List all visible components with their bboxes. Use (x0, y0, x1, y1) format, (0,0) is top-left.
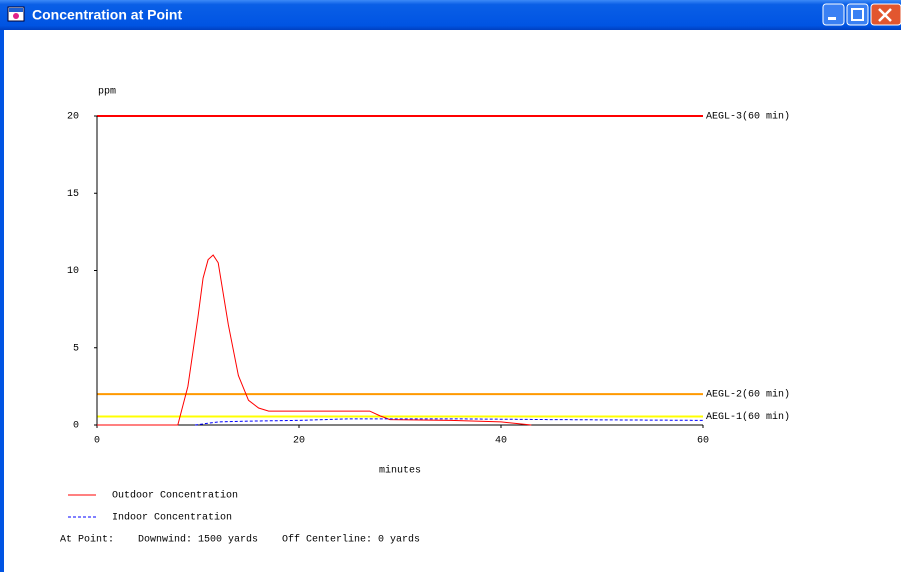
series-line (194, 418, 704, 426)
y-tick-label: 15 (67, 189, 79, 200)
x-axis-label: minutes (379, 465, 421, 477)
y-tick-label: 10 (67, 266, 79, 277)
window-border (0, 30, 4, 572)
title-bar (0, 0, 901, 30)
footer: At Point: Downwind: 1500 yards Off Cente… (60, 534, 420, 546)
reference-label: AEGL-3(60 min) (706, 111, 790, 123)
window-title: Concentration at Point (32, 7, 182, 23)
y-tick-label: 0 (73, 421, 79, 432)
window-icon-bar (9, 8, 23, 12)
legend-label: Outdoor Concentration (112, 490, 238, 502)
y-tick-label: 5 (73, 343, 79, 354)
series-line (97, 254, 532, 426)
reference-label: AEGL-1(60 min) (706, 411, 790, 423)
y-axis-label: ppm (98, 87, 116, 98)
x-tick-label: 20 (293, 436, 305, 447)
x-tick-label: 60 (697, 436, 709, 447)
y-tick-label: 20 (67, 112, 79, 123)
window-icon-dot (13, 13, 19, 19)
close-button[interactable] (870, 3, 901, 26)
minimize-button[interactable] (822, 3, 845, 26)
reference-label: AEGL-2(60 min) (706, 389, 790, 401)
x-tick-label: 0 (94, 436, 100, 447)
legend-label: Indoor Concentration (112, 512, 232, 524)
x-tick-label: 40 (495, 436, 507, 447)
maximize-button[interactable] (846, 3, 869, 26)
